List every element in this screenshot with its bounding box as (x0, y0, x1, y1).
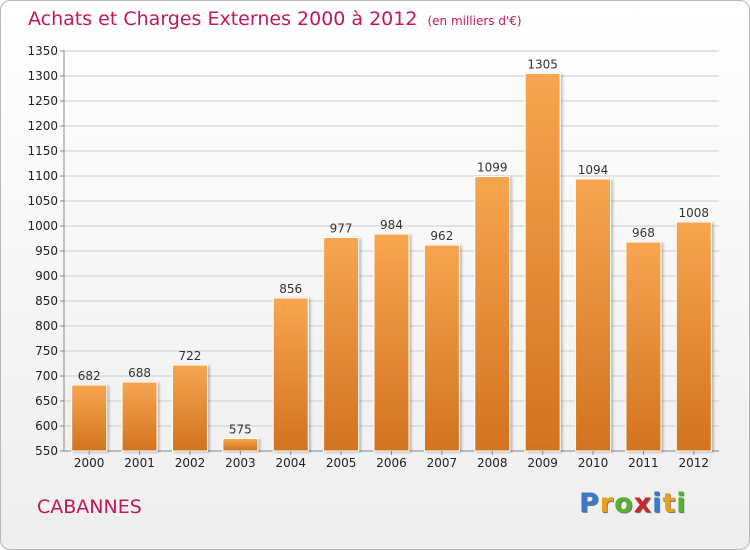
logo-letter: x (633, 488, 653, 519)
bar (222, 438, 259, 452)
chart-title: Achats et Charges Externes 2000 à 2012 (28, 8, 418, 30)
y-tick-label: 950 (35, 244, 58, 258)
y-tick-label: 1350 (27, 44, 58, 58)
data-label: 968 (632, 226, 655, 240)
bar (71, 384, 108, 452)
x-tick-label: 2001 (124, 456, 155, 470)
x-tick-label: 2005 (326, 456, 357, 470)
logo-letter: i (652, 488, 663, 519)
bar (675, 221, 712, 452)
bar (625, 241, 662, 452)
x-tick-label: 2006 (376, 456, 407, 470)
y-tick-label: 850 (35, 294, 58, 308)
bar (323, 237, 360, 452)
x-tick-label: 2003 (225, 456, 256, 470)
data-label: 682 (78, 369, 101, 383)
y-tick-label: 1200 (27, 119, 58, 133)
y-tick-label: 550 (35, 444, 58, 458)
y-tick-label: 1100 (27, 169, 58, 183)
data-label: 977 (330, 222, 353, 236)
bar (524, 73, 561, 452)
x-tick-label: 2010 (578, 456, 609, 470)
x-tick-label: 2007 (427, 456, 458, 470)
y-tick-label: 700 (35, 369, 58, 383)
data-label: 1099 (477, 161, 508, 175)
x-tick-label: 2000 (74, 456, 105, 470)
data-label: 722 (179, 349, 202, 363)
town-name: CABANNES (37, 496, 142, 518)
bar (575, 178, 612, 452)
bar (272, 297, 309, 452)
bar (121, 381, 158, 452)
y-tick-label: 750 (35, 344, 58, 358)
y-tick-label: 1150 (27, 144, 58, 158)
logo-letter: P (579, 488, 600, 519)
y-tick-label: 1000 (27, 219, 58, 233)
bar (373, 233, 410, 452)
logo-letter: i (676, 488, 687, 519)
data-label: 984 (380, 218, 403, 232)
x-tick-label: 2004 (275, 456, 306, 470)
data-label: 575 (229, 423, 252, 437)
bar (474, 176, 511, 452)
logo-letter: t (662, 488, 677, 519)
y-tick-label: 1250 (27, 94, 58, 108)
data-label: 962 (430, 229, 453, 243)
data-label: 688 (128, 366, 151, 380)
chart-title-block: Achats et Charges Externes 2000 à 2012 (e… (28, 8, 522, 30)
x-tick-label: 2012 (679, 456, 710, 470)
bar (171, 364, 208, 452)
data-label: 1305 (527, 58, 558, 72)
x-tick-label: 2011 (628, 456, 659, 470)
y-tick-label: 800 (35, 319, 58, 333)
x-tick-label: 2009 (527, 456, 558, 470)
x-tick-label: 2002 (175, 456, 206, 470)
y-tick-label: 600 (35, 419, 58, 433)
x-tick-label: 2008 (477, 456, 508, 470)
chart-subtitle: (en milliers d'€) (427, 14, 522, 28)
y-tick-label: 900 (35, 269, 58, 283)
y-tick-label: 1050 (27, 194, 58, 208)
proxiti-logo[interactable]: Proxiti (579, 488, 687, 519)
bar (423, 244, 460, 452)
data-label: 1094 (578, 163, 609, 177)
data-label: 856 (279, 282, 302, 296)
logo-letter: r (599, 488, 615, 519)
data-label: 1008 (679, 206, 710, 220)
y-tick-label: 650 (35, 394, 58, 408)
y-tick-label: 1300 (27, 69, 58, 83)
logo-letter: o (614, 488, 634, 519)
